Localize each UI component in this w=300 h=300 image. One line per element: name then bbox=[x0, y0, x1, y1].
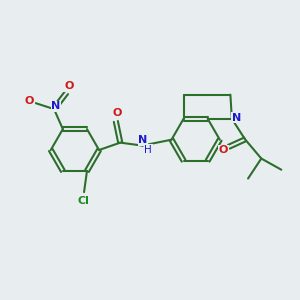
Text: O: O bbox=[64, 81, 74, 92]
Text: O: O bbox=[25, 96, 34, 106]
Text: N: N bbox=[138, 135, 148, 145]
Text: Cl: Cl bbox=[77, 196, 89, 206]
Text: O: O bbox=[219, 145, 228, 155]
Text: N: N bbox=[51, 101, 60, 111]
Text: N: N bbox=[232, 112, 241, 123]
Text: H: H bbox=[144, 145, 152, 155]
Text: O: O bbox=[112, 108, 122, 118]
